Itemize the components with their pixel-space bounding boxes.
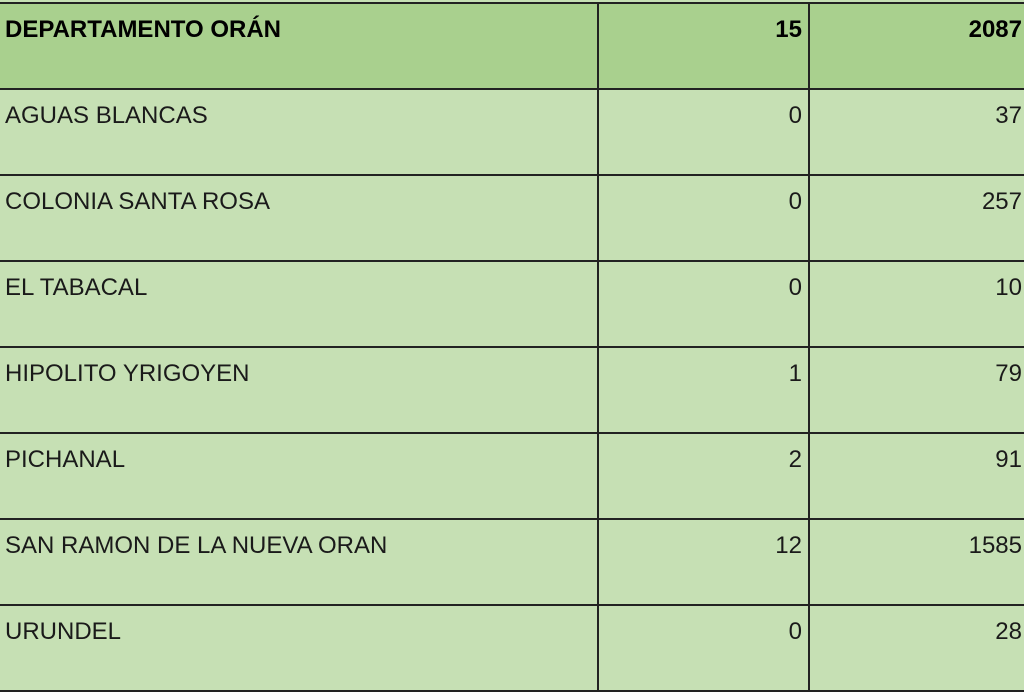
locality-name: COLONIA SANTA ROSA	[0, 174, 599, 262]
col2-value: 0	[597, 174, 810, 262]
locality-name: EL TABACAL	[0, 260, 599, 348]
locality-name: HIPOLITO YRIGOYEN	[0, 346, 599, 434]
locality-name: SAN RAMON DE LA NUEVA ORAN	[0, 518, 599, 606]
col3-value: 37	[808, 88, 1024, 176]
col2-value: 1	[597, 346, 810, 434]
table-row: AGUAS BLANCAS 0 37	[0, 88, 1024, 176]
col3-value: 91	[808, 432, 1024, 520]
col3-value: 257	[808, 174, 1024, 262]
table-row: HIPOLITO YRIGOYEN 1 79	[0, 346, 1024, 434]
table-header-row: DEPARTAMENTO ORÁN 15 2087	[0, 2, 1024, 90]
col2-value: 2	[597, 432, 810, 520]
locality-name: AGUAS BLANCAS	[0, 88, 599, 176]
locality-name: PICHANAL	[0, 432, 599, 520]
department-col3-total: 2087	[808, 2, 1024, 90]
table-row: COLONIA SANTA ROSA 0 257	[0, 174, 1024, 262]
col2-value: 0	[597, 604, 810, 692]
col2-value: 0	[597, 260, 810, 348]
col3-value: 10	[808, 260, 1024, 348]
col3-value: 79	[808, 346, 1024, 434]
table-row: PICHANAL 2 91	[0, 432, 1024, 520]
col3-value: 1585	[808, 518, 1024, 606]
col3-value: 28	[808, 604, 1024, 692]
department-name: DEPARTAMENTO ORÁN	[0, 2, 599, 90]
department-col2-total: 15	[597, 2, 810, 90]
col2-value: 0	[597, 88, 810, 176]
table-row: EL TABACAL 0 10	[0, 260, 1024, 348]
locality-name: URUNDEL	[0, 604, 599, 692]
table-row: URUNDEL 0 28	[0, 604, 1024, 692]
table-row: SAN RAMON DE LA NUEVA ORAN 12 1585	[0, 518, 1024, 606]
col2-value: 12	[597, 518, 810, 606]
